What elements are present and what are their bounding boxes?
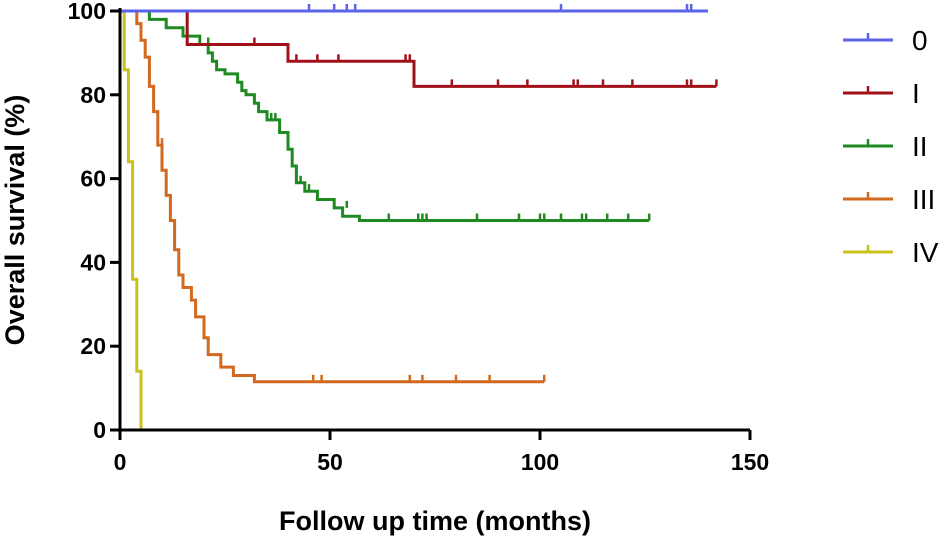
series-ii [120,9,651,222]
x-tick-label-50: 50 [317,449,343,475]
x-tick-label-0: 0 [114,449,127,475]
legend-label: IV [912,237,939,268]
survival-curve [120,9,717,88]
y-tick-label-100: 100 [68,0,106,24]
legend-item-i: I [843,78,920,109]
legend-item-0: 0 [843,25,928,56]
axes-layer [118,8,750,432]
legend-label: I [912,78,920,109]
y-axis-title: Overall survival (%) [0,95,30,346]
y-tick-label-60: 60 [80,166,106,192]
legend-label: III [912,184,935,215]
survival-curve [120,9,650,222]
series-i [120,9,718,88]
y-tick-label-0: 0 [93,417,106,443]
x-tick-label-100: 100 [521,449,559,475]
legend-item-iv: IV [843,237,939,268]
legend-label: II [912,131,928,162]
series-iii [120,9,546,384]
y-tick-label-40: 40 [80,249,106,275]
y-tick-label-80: 80 [80,82,106,108]
legend-item-ii: II [843,131,928,162]
ticks-layer: 0 20 40 60 80 100 0 50 100 150 [68,0,770,475]
legend-item-iii: III [843,184,935,215]
series-layer [120,4,718,430]
y-tick-label-20: 20 [80,333,106,359]
series-iv [120,9,143,430]
survival-curve [120,9,143,430]
series-0 [120,4,708,13]
legend-label: 0 [912,25,928,56]
survival-curve [120,9,545,384]
x-axis-title: Follow up time (months) [279,506,591,536]
x-tick-label-150: 150 [731,449,769,475]
